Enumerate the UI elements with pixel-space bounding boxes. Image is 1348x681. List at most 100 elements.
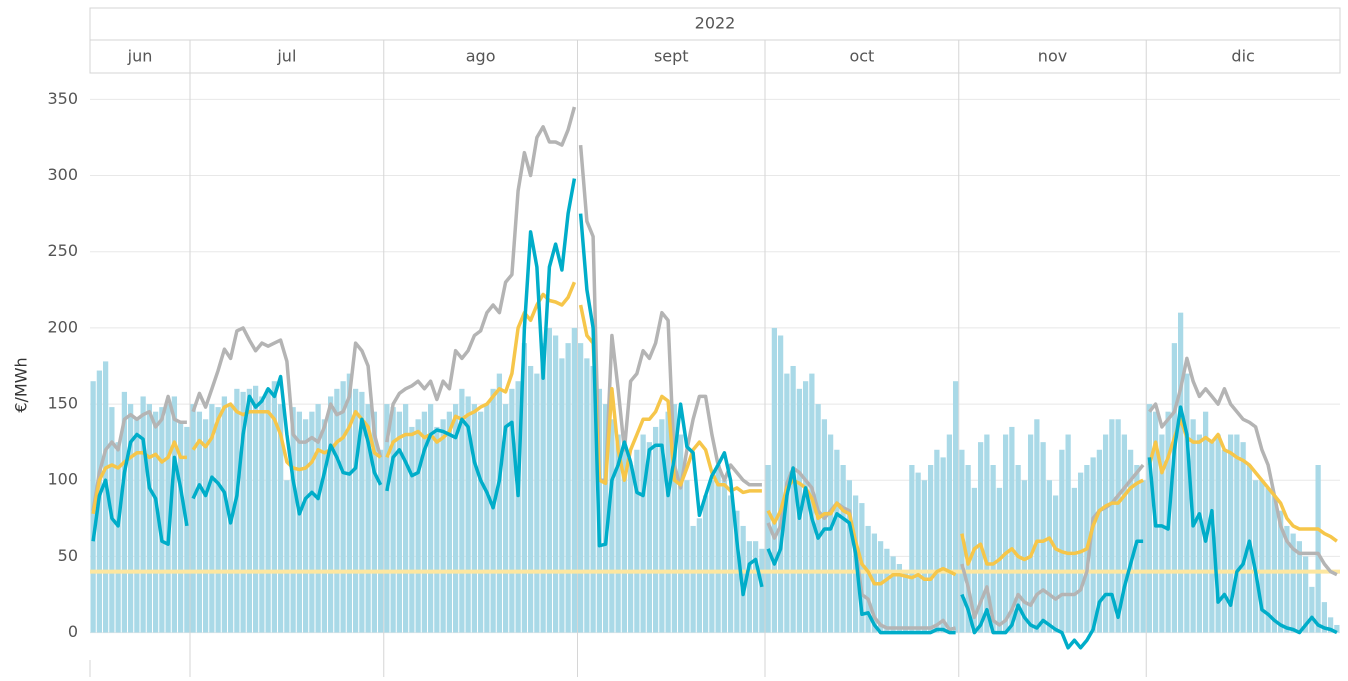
bar (1003, 434, 1009, 633)
bar (1240, 442, 1246, 633)
bar (540, 343, 546, 633)
line (766, 478, 957, 586)
bar (678, 434, 684, 633)
bar (778, 335, 784, 633)
bar (665, 411, 671, 633)
month-label: oct (849, 47, 874, 66)
bar (1296, 541, 1302, 633)
bar (759, 548, 765, 633)
header-year: 2022 (695, 14, 736, 33)
bar (390, 407, 396, 633)
bar (128, 404, 134, 633)
bar (284, 480, 290, 633)
bar (253, 385, 259, 633)
bar (1046, 480, 1052, 633)
bar (1071, 487, 1077, 633)
line (766, 466, 956, 635)
bar (309, 411, 315, 633)
bar (765, 465, 771, 633)
bar (1303, 556, 1309, 633)
y-tick-label: 200 (47, 317, 78, 336)
bar (221, 396, 227, 633)
bar (121, 391, 127, 633)
bar (1121, 434, 1127, 633)
bar (771, 327, 777, 633)
bar (615, 434, 621, 633)
bar (140, 396, 146, 633)
bar (196, 411, 202, 633)
bar (496, 373, 502, 633)
bar (1259, 480, 1265, 633)
bar (1090, 457, 1096, 633)
line (191, 326, 383, 458)
bar (671, 404, 677, 633)
line (91, 432, 189, 546)
bar (728, 495, 734, 633)
bar (709, 480, 715, 633)
bar (621, 449, 627, 633)
bar (1215, 434, 1221, 633)
bar (328, 396, 334, 633)
bar (353, 388, 359, 633)
bar (1171, 343, 1177, 633)
line (91, 440, 187, 515)
bar (684, 480, 690, 633)
bar (896, 564, 902, 633)
bar (409, 426, 415, 633)
bar (1059, 449, 1065, 633)
bar (640, 434, 646, 633)
line (1147, 405, 1338, 635)
bar (578, 343, 584, 633)
bar (1159, 434, 1165, 633)
bar (509, 388, 515, 633)
bar (603, 404, 609, 633)
y-tick-label: 300 (47, 165, 78, 184)
bar (546, 327, 552, 633)
bar (359, 391, 365, 633)
bar (571, 327, 577, 633)
bar (1096, 449, 1102, 633)
bar (159, 407, 165, 633)
bar (840, 465, 846, 633)
bar (890, 556, 896, 633)
bar (190, 404, 196, 633)
bar (465, 396, 471, 633)
month-label: nov (1038, 47, 1067, 66)
bar (378, 449, 384, 633)
line (578, 144, 762, 490)
bar (1146, 404, 1152, 633)
y-tick-label: 100 (47, 470, 78, 489)
bar (740, 525, 746, 633)
line (1148, 356, 1338, 577)
bar (1271, 495, 1277, 633)
bar (528, 365, 534, 633)
bar (934, 449, 940, 633)
bar (1053, 495, 1059, 633)
bar (1315, 465, 1321, 633)
bar (1178, 312, 1184, 633)
bar (790, 365, 796, 633)
bar (1034, 419, 1040, 633)
y-tick-label: 250 (47, 241, 78, 260)
bar (134, 419, 140, 633)
bar (846, 480, 852, 633)
bar (346, 373, 352, 633)
bar (503, 404, 509, 633)
bar (259, 396, 265, 633)
bar (471, 404, 477, 633)
bar (415, 419, 421, 633)
bar (978, 442, 984, 633)
bar (446, 411, 452, 633)
bar (1109, 419, 1115, 633)
bar (384, 404, 390, 633)
bar (265, 388, 271, 633)
bar (1290, 533, 1296, 633)
bar (553, 335, 559, 633)
bar (1115, 419, 1121, 633)
y-tick-label: 0 (68, 622, 78, 641)
bar (165, 404, 171, 633)
bar (1234, 434, 1240, 633)
bar (1221, 449, 1227, 633)
y-tick-label: 150 (47, 394, 78, 413)
bar (371, 411, 377, 633)
